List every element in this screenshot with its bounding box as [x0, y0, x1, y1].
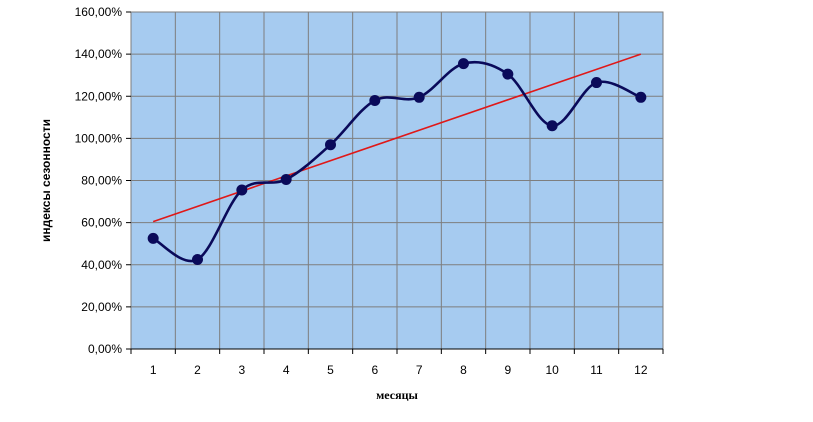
data-point: [546, 120, 558, 132]
data-point: [192, 253, 203, 265]
series-points: [147, 58, 647, 265]
y-tick-label: 100,00%: [75, 131, 123, 145]
x-tick-label: 10: [545, 363, 559, 377]
gridlines: [131, 12, 663, 349]
y-tick-label: 80,00%: [81, 174, 122, 188]
x-axis-label: месяцы: [376, 388, 418, 402]
x-tick-label: 12: [634, 363, 648, 377]
x-tick-label: 5: [327, 363, 334, 377]
x-tick-label: 2: [194, 363, 201, 377]
y-tick-label: 40,00%: [81, 258, 122, 272]
data-point: [236, 184, 248, 196]
x-tick-label: 9: [504, 363, 511, 377]
y-axis-ticks: 0,00% 20,00% 40,00% 60,00% 80,00% 100,00% 120,…: [75, 5, 131, 356]
x-tick-label: 11: [590, 363, 603, 377]
data-point: [413, 91, 425, 103]
y-tick-label: 20,00%: [81, 300, 122, 314]
y-tick-label: 160,00%: [75, 5, 123, 19]
data-point: [369, 94, 381, 106]
y-axis-label: индексы сезонности: [39, 119, 53, 242]
x-tick-label: 6: [371, 363, 378, 377]
data-point: [458, 58, 469, 70]
data-point: [280, 173, 292, 185]
data-point: [147, 232, 159, 244]
x-tick-label: 1: [150, 363, 157, 377]
y-tick-label: 120,00%: [75, 89, 123, 103]
data-point: [591, 77, 602, 89]
data-point: [325, 139, 336, 151]
y-tick-label: 60,00%: [81, 216, 122, 230]
x-tick-label: 7: [416, 363, 423, 377]
x-tick-label: 4: [283, 363, 290, 377]
x-axis-ticks: 1 2 3 4 5 6 7 8 9 10 11 12: [130, 348, 664, 377]
data-point: [635, 91, 647, 103]
data-point: [502, 68, 514, 80]
y-tick-label: 0,00%: [88, 342, 122, 356]
trend-line: [152, 53, 642, 223]
x-tick-label: 3: [238, 363, 245, 377]
x-tick-label: 8: [460, 363, 467, 377]
y-tick-label: 140,00%: [75, 47, 123, 61]
